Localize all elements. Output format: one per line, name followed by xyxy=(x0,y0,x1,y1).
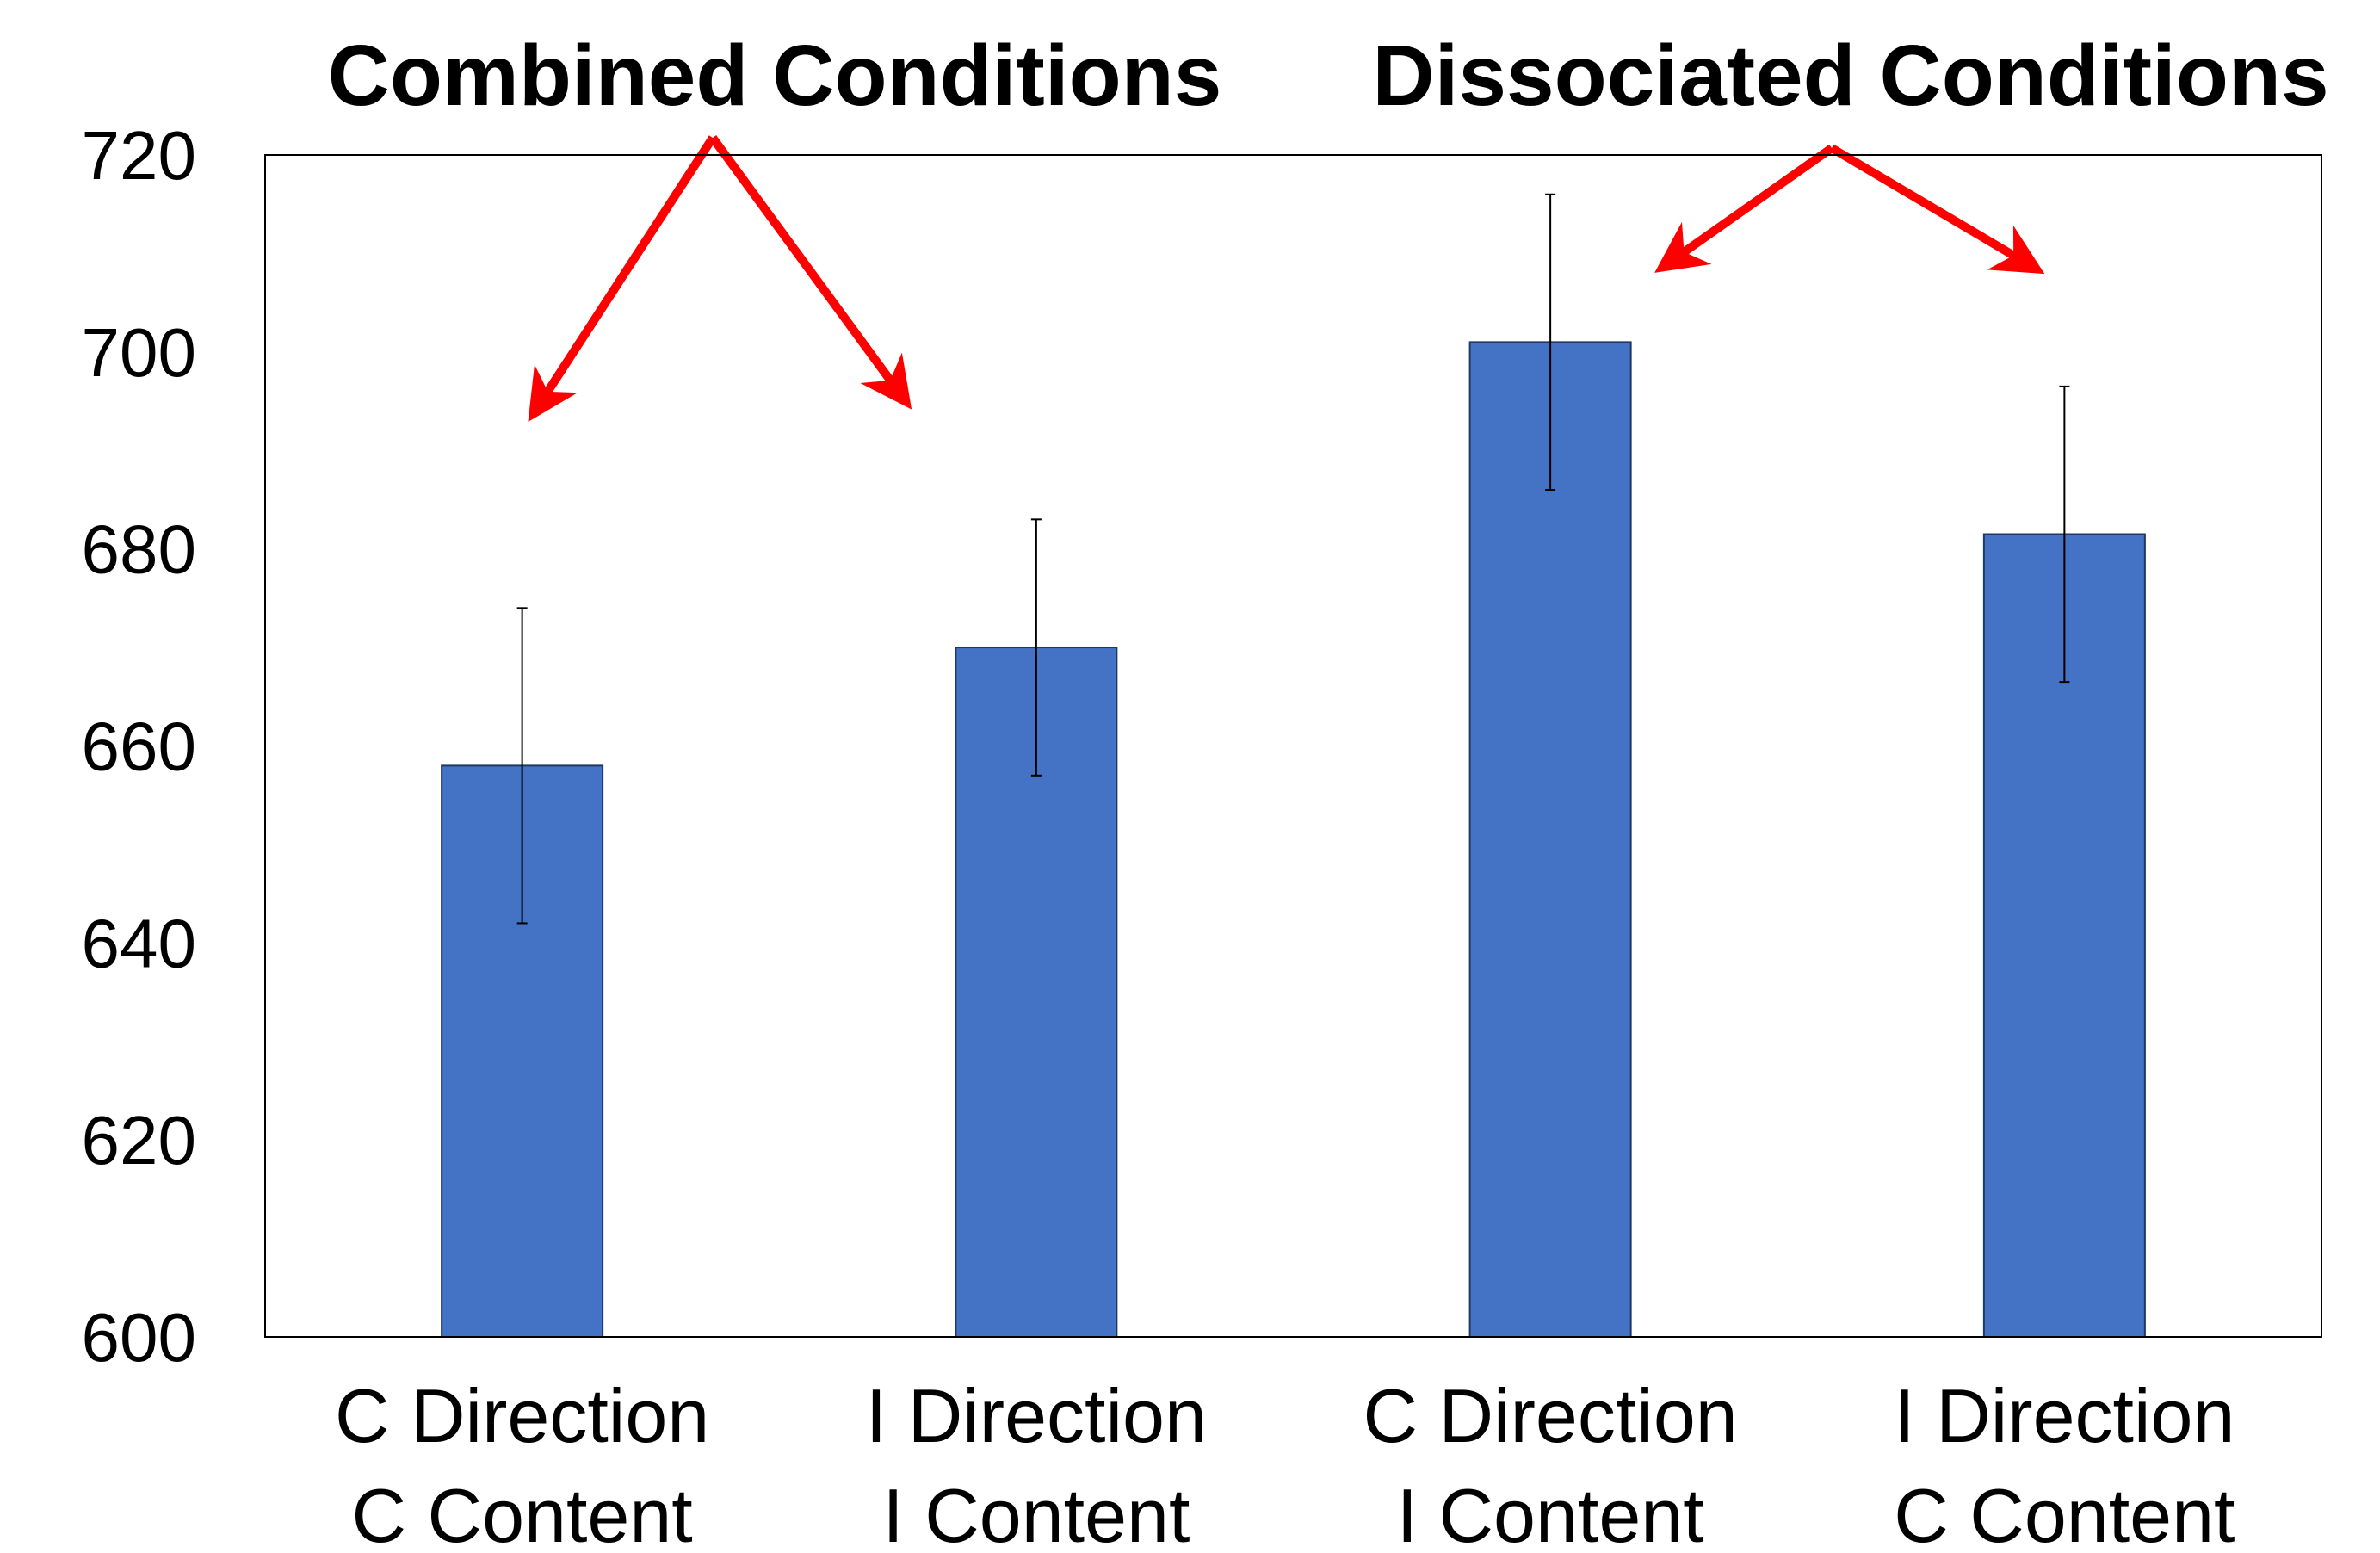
bar xyxy=(1468,341,1632,1338)
error-bars xyxy=(516,193,2070,925)
y-tick-label: 620 xyxy=(82,1102,196,1179)
x-category-label-line: C Content xyxy=(1894,1473,2235,1553)
x-category-label-line: I Direction xyxy=(1894,1373,2235,1458)
x-category-label-line: C Direction xyxy=(335,1373,709,1458)
group-annotation: Combined Conditions xyxy=(328,28,1222,423)
bars xyxy=(441,341,2146,1338)
group-annotation-title: Combined Conditions xyxy=(328,28,1222,124)
y-tick-label: 700 xyxy=(82,314,196,391)
x-category-label-line: I Content xyxy=(1397,1473,1704,1553)
x-category-label-line: C Content xyxy=(352,1473,693,1553)
group-annotation: Dissociated Conditions xyxy=(1372,28,2329,275)
error-bar xyxy=(516,607,528,925)
error-bar xyxy=(2059,385,2070,684)
y-axis: 600 620 640 660 680 700 720 xyxy=(82,117,196,1376)
annotation-arrow xyxy=(708,135,912,410)
x-category-label: I Direction I Content xyxy=(866,1373,1207,1553)
annotation-layer: Combined Conditions Dissociated Condition… xyxy=(328,28,2329,423)
plot-area-frame xyxy=(264,154,2322,1338)
x-category-label-line: I Content xyxy=(882,1473,1190,1553)
y-tick-label: 600 xyxy=(82,1299,196,1376)
y-tick-label: 660 xyxy=(82,708,196,785)
annotation-arrow xyxy=(528,135,717,423)
x-axis: C Direction C Content I Direction I Content… xyxy=(335,1373,2235,1553)
group-annotation-title: Dissociated Conditions xyxy=(1372,28,2328,124)
y-tick-label: 640 xyxy=(82,905,196,981)
annotation-arrow xyxy=(1654,144,1834,273)
error-bar xyxy=(1030,518,1042,776)
y-tick-label: 720 xyxy=(82,117,196,194)
x-category-label: I Direction C Content xyxy=(1894,1373,2235,1553)
annotation-arrow xyxy=(1829,144,2045,275)
y-tick-label: 680 xyxy=(82,511,196,588)
error-bar xyxy=(1545,193,1556,492)
x-category-label-line: C Direction xyxy=(1363,1373,1738,1458)
x-category-label-line: I Direction xyxy=(866,1373,1207,1458)
x-category-label: C Direction C Content xyxy=(335,1373,709,1553)
x-category-label: C Direction I Content xyxy=(1363,1373,1738,1553)
